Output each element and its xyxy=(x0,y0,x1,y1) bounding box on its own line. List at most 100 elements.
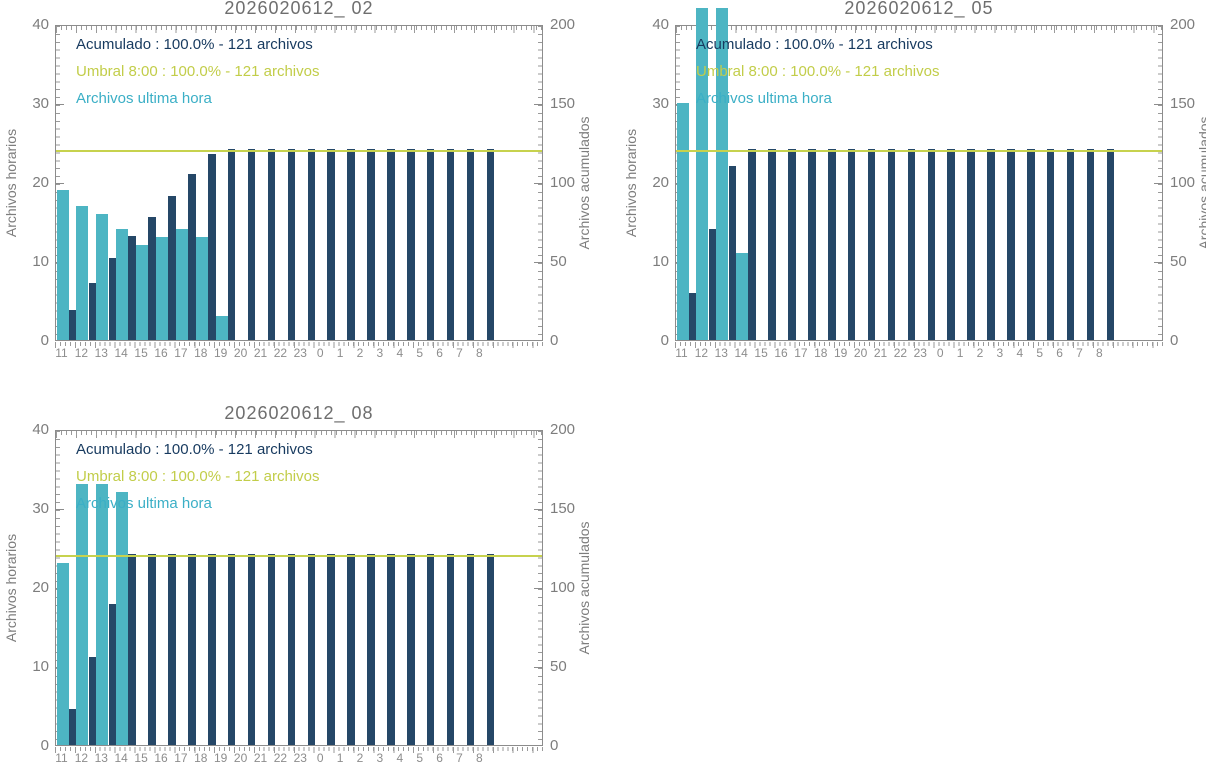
x-tick-label: 16 xyxy=(154,346,168,360)
accumulated-bar xyxy=(947,148,955,340)
left-y-tick-label: 30 xyxy=(32,95,49,112)
hourly-bar xyxy=(175,229,188,340)
accumulated-bar xyxy=(768,148,776,340)
accumulated-bar xyxy=(748,148,756,340)
accumulated-bar xyxy=(828,148,836,340)
x-tick-label: 13 xyxy=(714,346,728,360)
right-axis-label: Archivos acumulados xyxy=(1196,116,1206,250)
x-tick-label: 5 xyxy=(416,751,424,765)
x-tick-label: 1 xyxy=(336,346,344,360)
x-tick-label: 11 xyxy=(55,751,68,765)
chart-panel-1: 2026020612_ 02 Archivos horarios Archivo… xyxy=(0,0,612,380)
right-major-tick xyxy=(1154,262,1162,263)
x-tick-label: 14 xyxy=(114,346,128,360)
hourly-bar xyxy=(716,8,729,340)
x-tick-label: 18 xyxy=(194,346,208,360)
hourly-bar xyxy=(156,237,168,340)
hourly-bar xyxy=(96,213,109,340)
x-tick-label: 5 xyxy=(1036,346,1044,360)
x-tick-label: 18 xyxy=(814,346,828,360)
top-major-tick-marks xyxy=(676,26,1162,33)
accumulated-bar xyxy=(466,553,475,745)
right-y-tick-label: 0 xyxy=(1170,332,1179,349)
accumulated-bar xyxy=(267,148,276,340)
accumulated-bar xyxy=(347,148,355,340)
accumulated-bar xyxy=(307,148,315,340)
right-y-tick-label: 50 xyxy=(550,658,567,675)
legend: Acumulado : 100.0% - 121 archivos Umbral… xyxy=(76,37,319,118)
x-tick-label: 3 xyxy=(996,346,1004,360)
x-tick-label: 8 xyxy=(476,346,483,360)
x-tick-label: 8 xyxy=(1096,346,1103,360)
chart-title: 2026020612_ 02 xyxy=(224,0,374,18)
x-tick-label: 11 xyxy=(55,346,68,360)
accumulated-bar xyxy=(188,553,196,745)
x-axis-major-tick-marks xyxy=(675,342,1163,348)
accumulated-bar xyxy=(287,553,296,745)
left-major-tick xyxy=(56,509,64,510)
right-y-tick-label: 100 xyxy=(550,579,576,596)
accumulated-bar xyxy=(188,174,196,340)
x-tick-label: 13 xyxy=(94,751,108,765)
x-tick-label: 11 xyxy=(675,346,688,360)
x-tick-label: 2 xyxy=(356,751,364,765)
left-y-tick-label: 30 xyxy=(32,500,49,517)
chart-panel-2: 2026020612_ 05 Archivos horarios Archivo… xyxy=(620,0,1206,380)
right-y-tick-label: 100 xyxy=(1170,174,1196,191)
hourly-bar xyxy=(96,484,109,745)
x-axis-labels: 11 12 13 14 15 16 17 18 19 20 21 22 23 0 1 2 3 4 5 6 7 8 xyxy=(620,346,1206,360)
accumulated-bar xyxy=(68,309,77,340)
left-y-tick-label: 0 xyxy=(660,332,669,349)
x-axis-major-tick-marks xyxy=(55,747,543,753)
plot-area: Acumulado : 100.0% - 121 archivos Umbral… xyxy=(55,25,543,341)
accumulated-bar xyxy=(967,148,975,340)
accumulated-bar xyxy=(407,148,415,340)
right-major-tick xyxy=(534,262,542,263)
legend-hourly: Archivos ultima hora xyxy=(696,90,832,107)
x-axis-labels: 11 12 13 14 15 16 17 18 19 20 21 22 23 0 1 2 3 4 5 6 7 8 xyxy=(0,751,612,765)
x-tick-label: 7 xyxy=(1076,346,1083,360)
x-tick-label: 6 xyxy=(436,751,443,765)
accumulated-bar xyxy=(1106,148,1115,340)
legend-accumulated: Acumulado : 100.0% - 121 archivos xyxy=(696,36,933,53)
right-y-tick-label: 100 xyxy=(550,174,576,191)
left-y-tick-label: 0 xyxy=(40,737,49,754)
accumulated-bar xyxy=(407,553,415,745)
x-tick-label: 20 xyxy=(233,751,248,765)
accumulated-bar xyxy=(148,553,156,745)
x-tick-label: 2 xyxy=(976,346,984,360)
accumulated-bar xyxy=(267,553,276,745)
x-tick-label: 2 xyxy=(356,346,364,360)
hourly-bar xyxy=(116,229,129,340)
left-y-tick-label: 40 xyxy=(652,16,669,33)
hourly-bar xyxy=(76,205,89,340)
plot-area: Acumulado : 100.0% - 121 archivos Umbral… xyxy=(55,430,543,746)
x-tick-label: 16 xyxy=(774,346,788,360)
accumulated-bar xyxy=(148,216,156,340)
x-tick-label: 5 xyxy=(416,346,424,360)
accumulated-bar xyxy=(788,148,796,340)
x-tick-label: 21 xyxy=(253,346,268,360)
x-tick-label: 1 xyxy=(336,751,344,765)
x-tick-label: 17 xyxy=(174,346,188,360)
left-y-tick-label: 40 xyxy=(32,421,49,438)
hourly-bar xyxy=(136,245,149,340)
right-y-tick-label: 50 xyxy=(1170,253,1187,270)
x-tick-label: 18 xyxy=(194,751,208,765)
x-tick-label: 21 xyxy=(253,751,268,765)
legend: Acumulado : 100.0% - 121 archivos Umbral… xyxy=(696,37,939,118)
legend-threshold: Umbral 8:00 : 100.0% - 121 archivos xyxy=(76,468,320,485)
accumulated-bar xyxy=(168,196,176,340)
accumulated-bar xyxy=(168,553,176,745)
left-major-tick xyxy=(56,104,64,105)
accumulated-bar xyxy=(88,656,97,745)
accumulated-bar xyxy=(867,148,876,340)
right-y-tick-label: 200 xyxy=(550,421,576,438)
accumulated-bar xyxy=(1086,148,1095,340)
right-major-tick xyxy=(534,104,542,105)
left-major-tick xyxy=(56,183,64,184)
bars-layer xyxy=(676,8,1162,340)
accumulated-bar xyxy=(486,148,495,340)
x-tick-label: 22 xyxy=(273,346,288,360)
x-tick-label: 3 xyxy=(376,751,384,765)
